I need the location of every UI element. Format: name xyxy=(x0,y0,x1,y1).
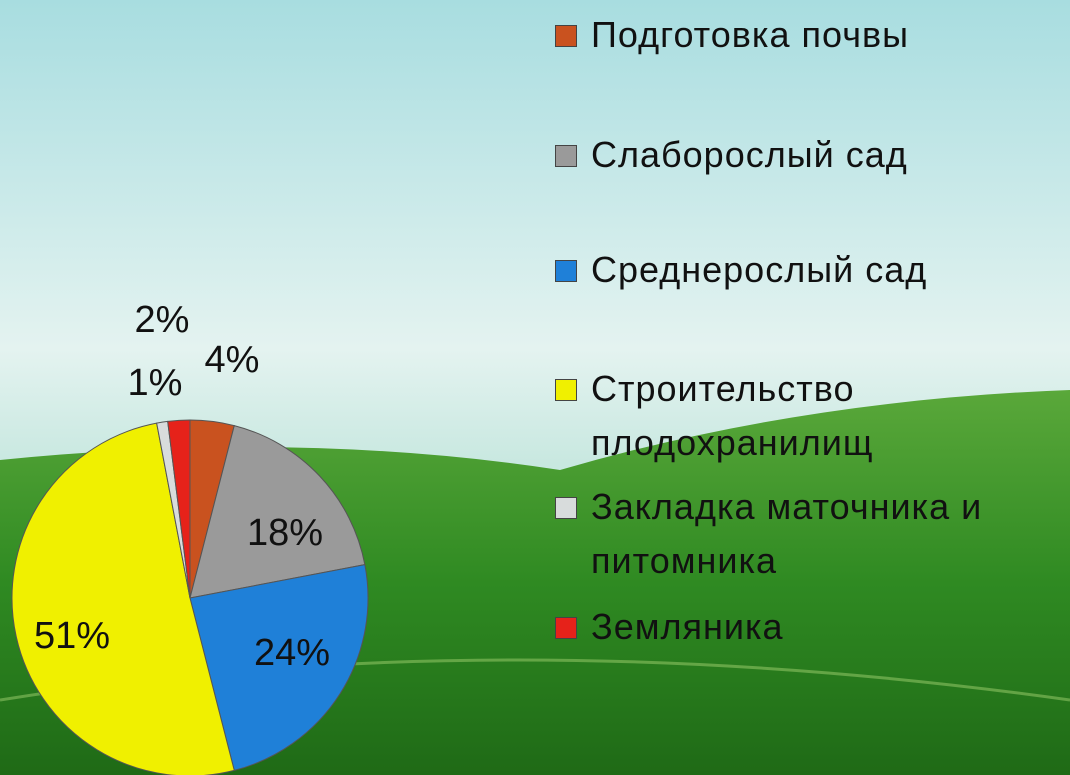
data-label: 24% xyxy=(254,632,330,674)
legend-swatch xyxy=(555,497,577,519)
legend-swatch xyxy=(555,379,577,401)
legend-label: Строительство плодохранилищ xyxy=(591,368,874,463)
legend-swatch xyxy=(555,145,577,167)
legend-label: Закладка маточника и питомника xyxy=(591,486,982,581)
legend-item: Среднерослый сад xyxy=(555,243,1070,297)
legend-label: Слаборослый сад xyxy=(591,134,908,175)
pie xyxy=(12,420,368,775)
legend-item: Слаборослый сад xyxy=(555,128,1070,182)
legend-swatch xyxy=(555,260,577,282)
data-label: 4% xyxy=(205,339,260,381)
data-label: 1% xyxy=(128,362,183,404)
legend-item: Земляника xyxy=(555,600,1070,654)
legend-swatch xyxy=(555,617,577,639)
legend-item: Подготовка почвы xyxy=(555,8,1070,62)
legend-item: Закладка маточника и питомника xyxy=(555,480,1070,588)
legend-label: Среднерослый сад xyxy=(591,249,927,290)
data-label: 51% xyxy=(34,615,110,657)
data-label: 2% xyxy=(135,299,190,341)
legend-label: Подготовка почвы xyxy=(591,14,909,55)
legend-label: Земляника xyxy=(591,606,784,647)
legend-swatch xyxy=(555,25,577,47)
slide: 4% 18% 24% 51% 1% 2% Подготовка почвы Слаборос… xyxy=(0,0,1070,775)
legend-item: Строительство плодохранилищ xyxy=(555,362,1070,470)
data-label: 18% xyxy=(247,512,323,554)
